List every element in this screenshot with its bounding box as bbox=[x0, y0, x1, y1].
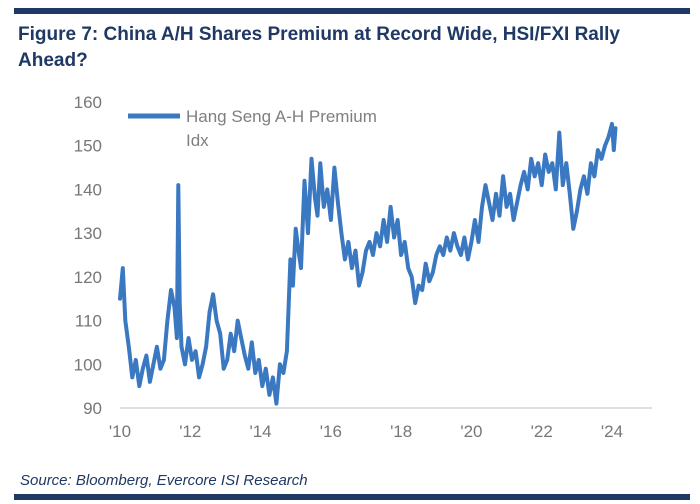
y-tick-label: 130 bbox=[74, 224, 102, 243]
x-axis: '10 '12 '14 '16 '18 '20 '22 '24 bbox=[109, 407, 652, 441]
y-tick-label: 120 bbox=[74, 268, 102, 287]
x-tick-label: '16 bbox=[320, 422, 342, 441]
y-tick-label: 160 bbox=[74, 93, 102, 112]
bottom-rule bbox=[14, 494, 690, 500]
x-tick-label: '12 bbox=[179, 422, 201, 441]
legend-label-line-1: Hang Seng A-H Premium bbox=[186, 107, 377, 126]
y-tick-label: 110 bbox=[75, 312, 102, 331]
x-tick-label: '24 bbox=[601, 422, 623, 441]
x-tick-label: '22 bbox=[531, 422, 553, 441]
x-tick-label: '18 bbox=[390, 422, 412, 441]
y-tick-label: 150 bbox=[74, 137, 102, 156]
top-rule bbox=[14, 8, 690, 14]
x-tick-label: '20 bbox=[460, 422, 482, 441]
line-chart: 90 100 110 120 130 140 150 160 '10 '12 '… bbox=[74, 93, 652, 441]
x-tick-label: '14 bbox=[249, 422, 271, 441]
series-line-hang-seng-a-h-premium bbox=[118, 121, 618, 406]
source-note: Source: Bloomberg, Evercore ISI Research bbox=[20, 472, 308, 489]
legend: Hang Seng A-H Premium Idx bbox=[128, 107, 377, 150]
figure-title: Figure 7: China A/H Shares Premium at Re… bbox=[18, 24, 620, 71]
y-tick-label: 140 bbox=[74, 180, 102, 199]
x-tick-label: '10 bbox=[109, 422, 131, 441]
y-axis: 90 100 110 120 130 140 150 160 bbox=[74, 93, 102, 418]
y-tick-label: 100 bbox=[74, 355, 102, 374]
y-tick-label: 90 bbox=[83, 399, 102, 418]
legend-label-line-2: Idx bbox=[186, 131, 209, 150]
